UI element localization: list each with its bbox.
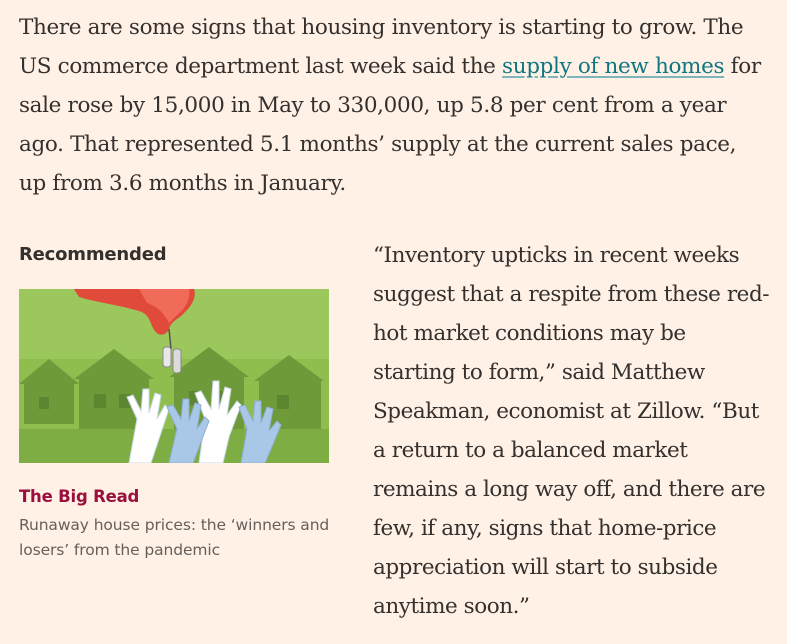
article-paragraph: There are some signs that housing invent… — [19, 8, 769, 203]
recommended-article-title[interactable]: Runaway house prices: the ‘winners and l… — [19, 516, 330, 559]
recommended-box: Recommended — [19, 240, 334, 563]
big-read-tag[interactable]: The Big Read — [19, 487, 140, 506]
paragraph-text-after: for sale rose by 15,000 in May to 330,00… — [19, 54, 761, 196]
paragraph-text-before: There are some signs that housing invent… — [19, 15, 744, 79]
hand-dropping-keys-illustration[interactable] — [19, 289, 329, 463]
recommended-label: Recommended — [19, 244, 167, 265]
supply-of-new-homes-link[interactable]: supply of new homes — [502, 54, 725, 79]
quote-paragraph: “Inventory upticks in recent weeks sugge… — [373, 243, 770, 619]
